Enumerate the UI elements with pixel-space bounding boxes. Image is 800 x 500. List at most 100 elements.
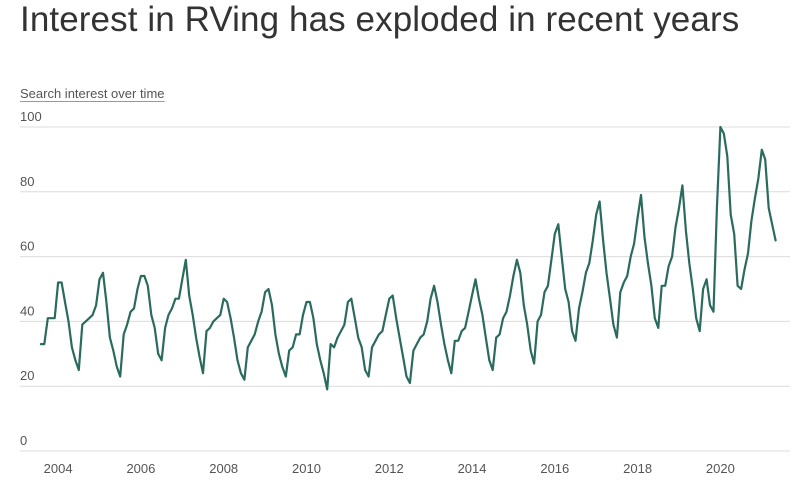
data-point [122,333,125,336]
data-point [619,291,622,294]
data-point [750,220,753,223]
data-point [222,297,225,300]
data-point [502,317,505,320]
data-point [440,323,443,326]
data-point [253,333,256,336]
x-tick-label: 2020 [706,461,735,476]
data-point [402,356,405,359]
data-point [519,271,522,274]
data-point [616,336,619,339]
data-point [102,271,105,274]
x-axis-tick-labels: 2004 2006 2008 2010 2012 2014 2016 2018 2020 [44,461,735,476]
data-point [405,375,408,378]
data-point [215,317,218,320]
data-point [571,330,574,333]
data-point [660,284,663,287]
data-point [246,346,249,349]
grid-lines [20,126,790,452]
data-point [550,258,553,261]
data-point [657,327,660,330]
data-point [560,255,563,258]
data-point [395,317,398,320]
data-point [271,304,274,307]
data-point [84,320,87,323]
data-point [433,284,436,287]
data-point [53,317,56,320]
y-tick-label: 100 [20,109,42,124]
data-point [364,369,367,372]
data-point [574,339,577,342]
data-point [453,339,456,342]
data-point [705,278,708,281]
y-tick-label: 20 [20,368,34,383]
data-point [709,304,712,307]
data-point [184,258,187,261]
data-point [305,301,308,304]
data-point [236,359,239,362]
data-point [71,346,74,349]
x-tick-label: 2006 [126,461,155,476]
data-point [302,314,305,317]
data-point [278,352,281,355]
series-layer [39,125,777,391]
data-point [267,288,270,291]
data-point [457,339,460,342]
data-point [288,349,291,352]
data-point [754,197,757,200]
data-point [202,372,205,375]
data-point [526,323,529,326]
x-tick-label: 2010 [292,461,321,476]
data-point [605,271,608,274]
data-point [391,294,394,297]
chart-subtitle[interactable]: Search interest over time [20,86,165,101]
data-point [474,278,477,281]
data-point [412,349,415,352]
data-point [522,304,525,307]
data-point [419,336,422,339]
data-point [443,343,446,346]
data-point [340,330,343,333]
data-point [171,307,174,310]
data-point [119,375,122,378]
data-point [685,229,688,232]
data-point [347,301,350,304]
data-point [557,223,560,226]
data-point [471,294,474,297]
data-point [140,275,143,278]
x-tick-label: 2016 [540,461,569,476]
x-tick-label: 2012 [375,461,404,476]
data-point [674,226,677,229]
data-point [115,365,118,368]
data-point [667,265,670,268]
data-point [381,330,384,333]
data-point [712,310,715,313]
data-point [226,301,229,304]
data-point [729,213,732,216]
data-point [212,320,215,323]
data-point [767,207,770,210]
data-point [567,301,570,304]
data-point [126,323,129,326]
data-point [698,330,701,333]
data-point [760,148,763,151]
data-point [719,126,722,129]
data-point [326,388,329,391]
data-point [46,317,49,320]
data-point [250,339,253,342]
data-point [529,349,532,352]
data-point [257,320,260,323]
data-point [146,284,149,287]
data-point [143,275,146,278]
data-point [112,349,115,352]
data-point [422,333,425,336]
data-point [219,314,222,317]
data-point [77,369,80,372]
data-point [40,343,43,346]
data-point [333,346,336,349]
data-point [160,359,163,362]
data-point [450,372,453,375]
y-tick-label: 40 [20,303,34,318]
data-point [505,310,508,313]
data-point [495,336,498,339]
data-point [229,317,232,320]
